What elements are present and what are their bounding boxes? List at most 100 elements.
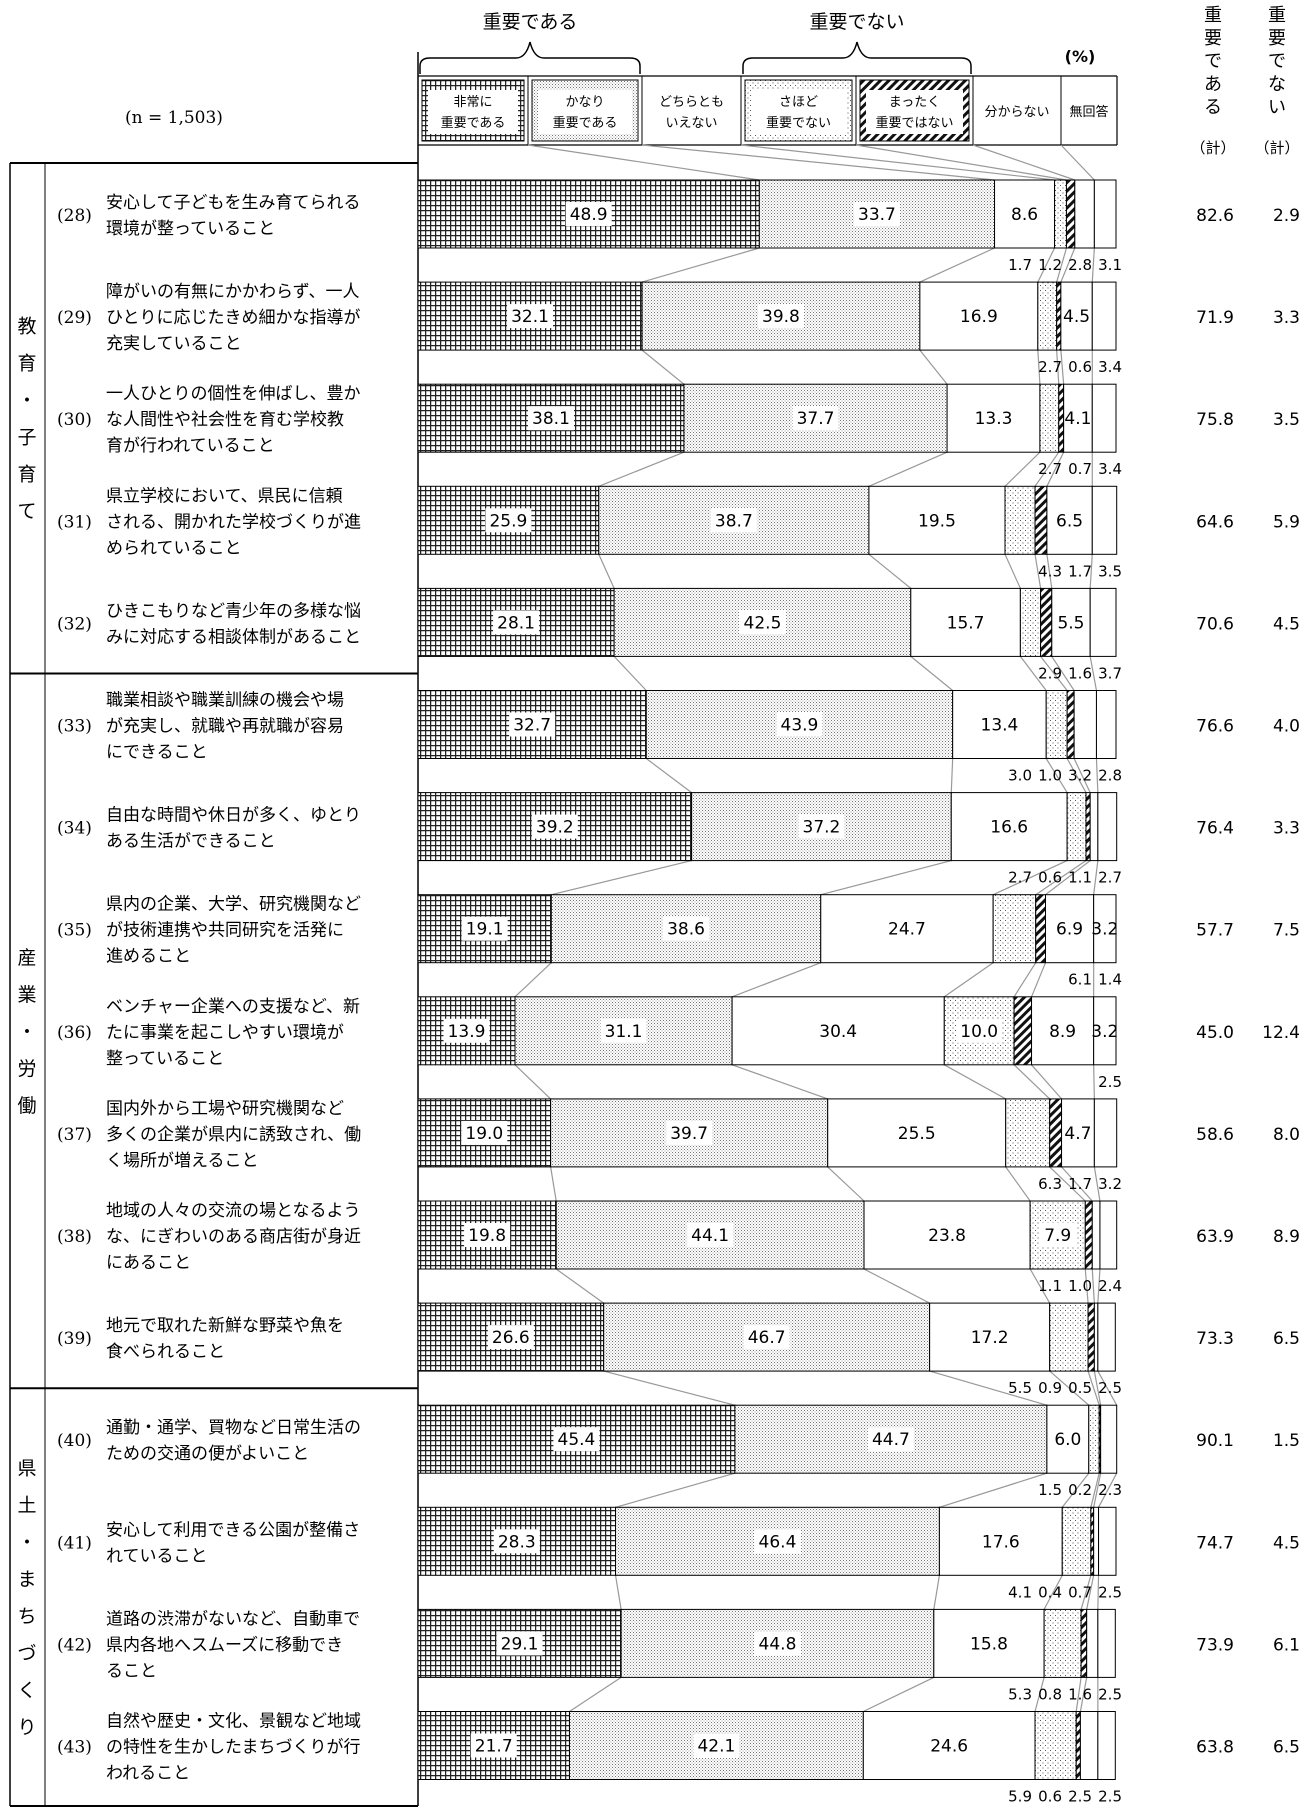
bar-segment [1099, 1200, 1118, 1270]
row-label-line: 県内の企業、大学、研究機関など [106, 895, 361, 915]
connector-line [1045, 860, 1091, 896]
bar-segment [1098, 1506, 1117, 1576]
total-header-char: 重 [1204, 5, 1222, 26]
data-label: 23.8 [928, 1226, 966, 1246]
bar-segment [1045, 894, 1095, 964]
data-label: 19.5 [918, 511, 956, 531]
group-label-char: 働 [17, 1095, 36, 1117]
total-not-important-value: 6.1 [1273, 1635, 1300, 1655]
connector-line [1089, 656, 1098, 691]
data-label: 29.1 [501, 1634, 539, 1654]
total-important-value: 74.7 [1196, 1533, 1234, 1553]
bar-segment [1073, 690, 1097, 759]
small-value-label: 2.9 [1038, 664, 1062, 682]
connector-line [1089, 554, 1093, 589]
data-label: 13.3 [975, 409, 1013, 429]
bar-segment [1089, 792, 1099, 862]
row-label-line: 食べられること [106, 1342, 225, 1362]
bar-segment [1066, 690, 1075, 759]
data-label: 45.4 [558, 1430, 596, 1450]
data-label: 19.8 [468, 1226, 506, 1246]
data-label-bg [956, 1018, 1003, 1043]
data-label: 28.1 [497, 613, 535, 633]
bar-segment [946, 383, 1041, 453]
small-value-label: 3.7 [1098, 664, 1122, 682]
data-label: 4.1 [1064, 409, 1091, 429]
data-label-bg [754, 1631, 801, 1656]
connector-line [944, 1064, 1007, 1100]
connector-line [613, 655, 647, 691]
row-label-line: 地域の人々の交流の場となるよう [106, 1201, 361, 1221]
legend-label-line2: 重要ではない [875, 115, 953, 131]
connector-line [820, 860, 952, 896]
connector-line [1030, 962, 1047, 998]
small-value-label: 0.6 [1068, 358, 1092, 376]
bar-segment [1093, 996, 1117, 1066]
connector-line [1093, 1166, 1101, 1202]
data-label: 48.9 [570, 205, 608, 225]
connector-line [1034, 1677, 1045, 1712]
data-label: 46.7 [748, 1328, 786, 1348]
connector-line [550, 1166, 557, 1202]
connector-line [1004, 451, 1041, 487]
connector-line [1019, 656, 1047, 691]
total-not-important-value: 6.5 [1273, 1329, 1300, 1349]
small-value-label: 2.7 [1008, 869, 1032, 887]
connector-line [641, 144, 995, 181]
total-important-value: 63.9 [1196, 1227, 1234, 1247]
data-label-bg [1039, 1223, 1077, 1247]
connector-line [919, 349, 948, 385]
bar-segment [1034, 1711, 1077, 1780]
small-value-label: 2.7 [1098, 869, 1122, 887]
bar-segment [731, 996, 945, 1066]
data-label: 43.9 [781, 716, 819, 736]
data-label-bg [531, 814, 578, 839]
data-label-bg [666, 1120, 713, 1145]
connector-line [1093, 860, 1099, 895]
data-label-bg [739, 610, 786, 635]
row-label-line: 環境が整っていること [106, 219, 275, 239]
group-label-char: 育 [17, 353, 36, 375]
data-label: 42.5 [744, 613, 782, 633]
legend-text-bg [751, 90, 846, 134]
row-number: (42) [57, 1635, 92, 1655]
small-value-label: 1.4 [1098, 971, 1122, 989]
total-not-important-value: 3.3 [1273, 819, 1300, 839]
data-label: 8.6 [1011, 205, 1038, 225]
group-label-char: ま [17, 1569, 36, 1591]
data-label: 32.1 [511, 307, 549, 327]
legend-label-line1: かなり [565, 95, 604, 110]
row-labels: 教育・子育て産業・労働県土・まちづくり(28)安心して子どもを生み育てられる環境… [17, 193, 361, 1784]
connector-line [598, 554, 615, 589]
bar-segment [1040, 587, 1053, 657]
bar-segment [938, 1506, 1063, 1576]
data-label-bg [464, 1223, 511, 1247]
row-label-line: ひきこもりなど青少年の多様な悩 [106, 601, 361, 621]
data-label-bg [509, 712, 556, 737]
connector-line [868, 553, 912, 589]
small-value-label: 4.3 [1038, 562, 1062, 580]
bar-segment [1097, 1711, 1116, 1780]
unit-label: (%) [1065, 47, 1096, 66]
data-label: 5.5 [1057, 613, 1084, 633]
small-value-label: 2.8 [1098, 767, 1122, 785]
data-label-bg [743, 1325, 790, 1350]
small-value-label: 2.5 [1098, 1379, 1122, 1397]
data-label: 46.4 [759, 1532, 797, 1552]
small-value-label: 3.2 [1098, 1175, 1122, 1193]
connector-line [1034, 554, 1042, 589]
small-value-label: 5.9 [1008, 1788, 1032, 1806]
total-header-char: 要 [1204, 28, 1222, 49]
group-label-char: 土 [17, 1495, 36, 1517]
total-important-value: 70.6 [1196, 614, 1234, 634]
group-label-char: 教 [17, 316, 36, 338]
row-label-line: 整っていること [106, 1049, 224, 1069]
row-number: (37) [57, 1125, 92, 1145]
bar-segment [820, 894, 994, 964]
connector-line [1046, 554, 1053, 589]
connector-line [1093, 1370, 1102, 1406]
data-label: 44.7 [872, 1430, 910, 1450]
row-label-line: 県内各地へスムーズに移動でき [106, 1635, 343, 1655]
bar-segment [1051, 587, 1091, 657]
